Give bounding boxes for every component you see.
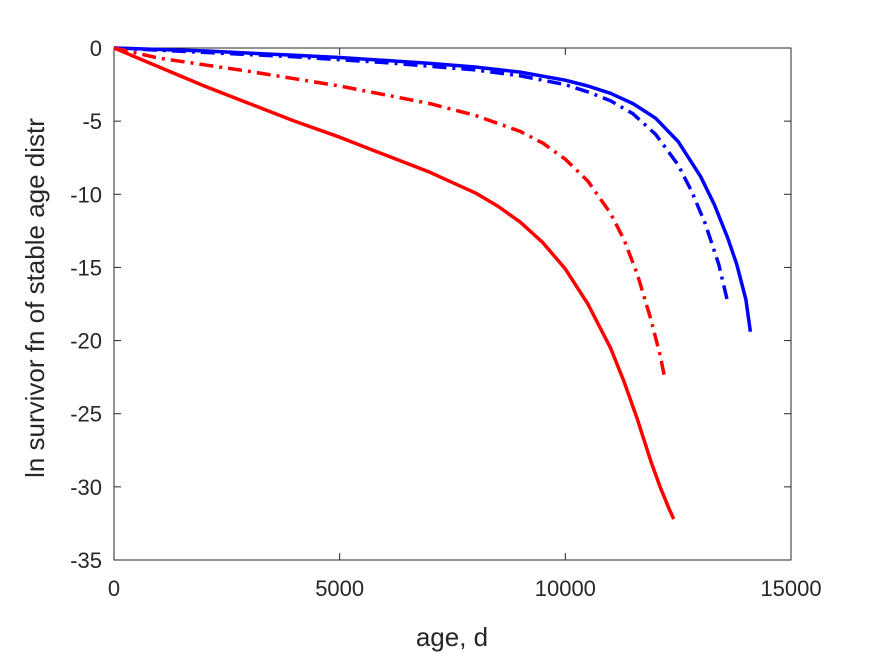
series-line-2 [113, 46, 730, 303]
y-tick-label: -10 [70, 182, 102, 207]
x-axis: 0 5000 10000 15000 [108, 48, 822, 601]
plot-area [113, 47, 792, 561]
x-tick-label: 10000 [535, 576, 596, 601]
y-tick-label: -25 [70, 402, 102, 427]
x-axis-label: age, d [416, 622, 488, 652]
x-tick-label: 15000 [760, 576, 821, 601]
y-tick-label: -15 [70, 255, 102, 280]
y-axis-label: ln survivor fn of stable age distr [20, 118, 50, 478]
series-line-4 [113, 46, 676, 520]
x-tick-label: 5000 [315, 576, 364, 601]
y-axis: 0 -5 -10 -15 -20 -25 -30 -35 [70, 36, 791, 573]
y-tick-label: -20 [70, 329, 102, 354]
y-tick-label: 0 [90, 36, 102, 61]
series-layer [113, 46, 753, 520]
x-tick-label: 0 [108, 576, 120, 601]
y-tick-label: -35 [70, 548, 102, 573]
y-tick-label: -30 [70, 475, 102, 500]
series-line-3 [113, 46, 667, 378]
y-tick-label: -5 [82, 109, 102, 134]
